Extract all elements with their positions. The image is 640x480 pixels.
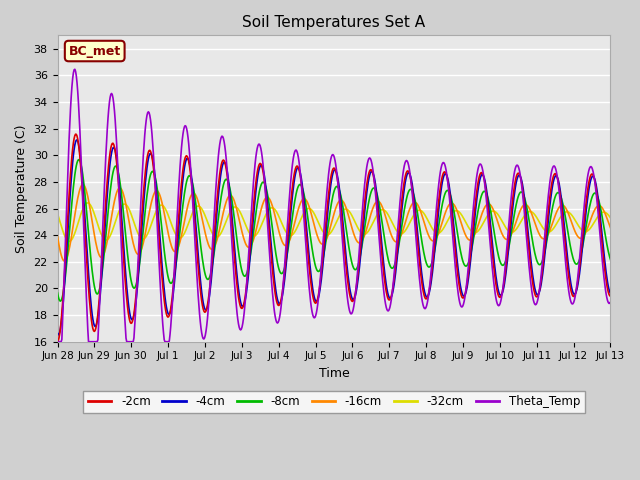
X-axis label: Time: Time: [319, 367, 349, 380]
Text: BC_met: BC_met: [68, 45, 121, 58]
Legend: -2cm, -4cm, -8cm, -16cm, -32cm, Theta_Temp: -2cm, -4cm, -8cm, -16cm, -32cm, Theta_Te…: [83, 391, 585, 413]
Y-axis label: Soil Temperature (C): Soil Temperature (C): [15, 124, 28, 253]
Title: Soil Temperatures Set A: Soil Temperatures Set A: [243, 15, 426, 30]
